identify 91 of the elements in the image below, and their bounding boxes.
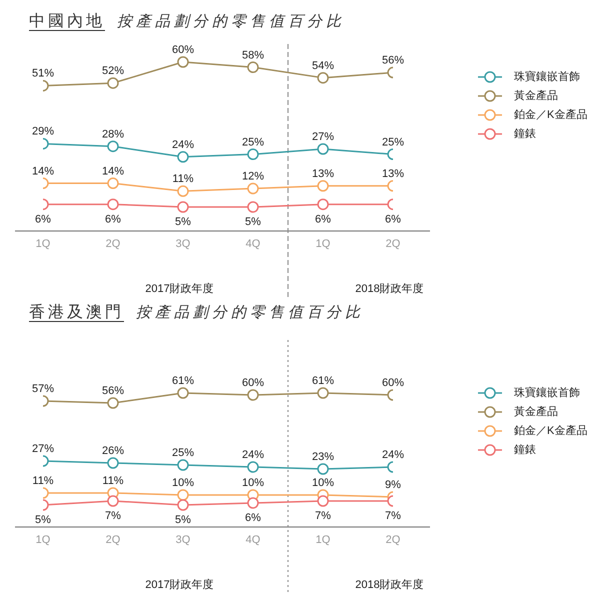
data-label: 13%	[382, 168, 404, 180]
data-label: 56%	[102, 385, 124, 397]
chart-subtitle: 按產品劃分的零售值百分比	[136, 304, 364, 322]
data-label: 61%	[312, 375, 334, 387]
data-label: 10%	[312, 477, 334, 489]
chart-title: 中國內地	[29, 12, 105, 32]
data-label: 10%	[242, 477, 264, 489]
text: 2017財政年度	[130, 577, 230, 592]
data-label: 12%	[242, 170, 264, 183]
text: 2018財政年度	[340, 577, 440, 592]
point	[177, 201, 189, 213]
data-label: 24%	[382, 449, 404, 461]
data-label: 14%	[32, 165, 54, 178]
point	[247, 461, 259, 473]
data-label: 6%	[245, 512, 262, 524]
data-label: 57%	[32, 383, 54, 395]
x-tick-label: 1Q	[316, 534, 331, 546]
legend-label: 黃金產品	[514, 405, 558, 419]
data-label: 24%	[172, 138, 194, 151]
data-label: 13%	[312, 168, 334, 180]
data-label: 6%	[385, 213, 402, 226]
legend-label: 鉑金／K金產品	[514, 108, 588, 122]
data-label: 52%	[102, 65, 124, 78]
point	[247, 389, 259, 401]
data-label: 60%	[382, 377, 404, 389]
point	[177, 489, 189, 501]
point	[177, 185, 189, 197]
point	[177, 151, 189, 163]
data-label: 5%	[175, 514, 192, 526]
data-label: 5%	[245, 216, 262, 228]
data-label: 51%	[32, 68, 54, 80]
data-label: 7%	[105, 510, 122, 522]
data-label: 7%	[385, 510, 402, 522]
point	[177, 387, 189, 399]
data-label: 60%	[172, 44, 194, 56]
legend-label: 鐘錶	[514, 127, 536, 141]
text: 2018財政年度	[340, 281, 440, 296]
data-label: 23%	[312, 451, 334, 463]
legend-label: 黃金產品	[514, 89, 558, 103]
data-label: 25%	[172, 447, 194, 459]
point	[247, 148, 259, 160]
data-label: 5%	[35, 514, 52, 526]
data-label: 10%	[172, 477, 194, 489]
data-label: 6%	[315, 213, 332, 226]
chart-title: 香港及澳門	[29, 302, 124, 322]
data-label: 6%	[105, 213, 122, 226]
point	[177, 459, 189, 471]
data-label: 25%	[242, 136, 264, 148]
x-tick-label: 2Q	[106, 534, 121, 546]
data-label: 26%	[102, 445, 124, 457]
legend-label: 鉑金／K金產品	[514, 424, 588, 438]
point	[247, 497, 259, 509]
chart-subtitle: 按產品劃分的零售值百分比	[117, 12, 345, 30]
data-label: 25%	[382, 136, 404, 148]
x-tick-label: 1Q	[36, 534, 51, 546]
x-tick-label: 2Q	[386, 534, 401, 546]
data-label: 28%	[102, 128, 124, 140]
data-label: 9%	[385, 479, 402, 491]
x-tick-label: 1Q	[316, 238, 331, 250]
data-label: 14%	[102, 165, 124, 178]
point	[247, 62, 259, 74]
x-tick-label: 2Q	[106, 238, 121, 250]
data-label: 11%	[32, 475, 54, 487]
legend-label: 鐘錶	[514, 443, 536, 457]
data-label: 6%	[35, 213, 52, 226]
data-label: 24%	[242, 449, 264, 461]
data-label: 5%	[175, 216, 192, 228]
x-tick-label: 1Q	[36, 238, 51, 250]
data-label: 56%	[382, 54, 404, 67]
data-label: 29%	[32, 126, 54, 138]
text: 2017財政年度	[130, 281, 230, 296]
data-label: 61%	[172, 375, 194, 387]
data-label: 7%	[315, 510, 332, 522]
data-label: 11%	[102, 475, 124, 487]
x-tick-label: 3Q	[176, 238, 191, 250]
data-label: 11%	[172, 173, 194, 186]
point	[177, 499, 189, 511]
legend-label: 珠寶鑲嵌首飾	[514, 70, 580, 84]
point	[177, 56, 189, 68]
data-label: 60%	[242, 377, 264, 389]
data-label: 54%	[312, 60, 334, 72]
x-tick-label: 4Q	[246, 238, 261, 250]
x-tick-label: 4Q	[246, 534, 261, 546]
legend-label: 珠寶鑲嵌首飾	[514, 386, 580, 400]
data-label: 27%	[32, 443, 54, 455]
data-label: 58%	[242, 49, 264, 62]
data-label: 27%	[312, 131, 334, 143]
x-tick-label: 2Q	[386, 238, 401, 250]
point	[247, 201, 259, 213]
point	[247, 182, 259, 194]
x-tick-label: 3Q	[176, 534, 191, 546]
